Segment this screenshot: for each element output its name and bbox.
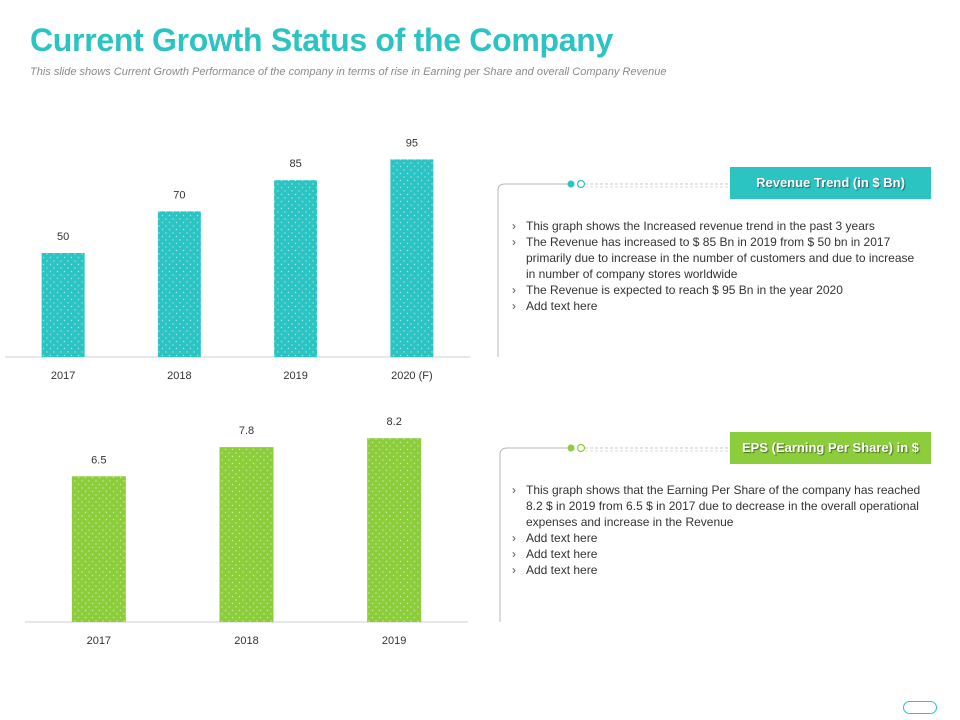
revenue-bar-chart: 50 2017 70 2018 85 2019 95 2020 (F) xyxy=(5,137,470,382)
revenue-value-label: 85 xyxy=(290,158,302,170)
eps-bullet-list: This graph shows that the Earning Per Sh… xyxy=(512,482,922,578)
eps-bar xyxy=(71,476,126,622)
revenue-bar xyxy=(390,159,434,357)
revenue-bullet: The Revenue has increased to $ 85 Bn in … xyxy=(512,234,922,282)
revenue-value-label: 95 xyxy=(406,137,418,149)
revenue-bullet: Add text here xyxy=(512,298,922,314)
eps-value-label: 7.8 xyxy=(239,425,254,437)
revenue-bullet: The Revenue is expected to reach $ 95 Bn… xyxy=(512,282,922,298)
revenue-bar xyxy=(274,180,318,357)
revenue-category-label: 2018 xyxy=(167,370,191,382)
revenue-bullet-list: This graph shows the Increased revenue t… xyxy=(512,218,922,314)
eps-connector xyxy=(499,443,730,622)
eps-value-label: 8.2 xyxy=(387,416,402,428)
revenue-bullet: This graph shows the Increased revenue t… xyxy=(512,218,922,234)
eps-bullet: Add text here xyxy=(512,546,922,562)
eps-category-label: 2017 xyxy=(87,635,111,647)
eps-bullet: Add text here xyxy=(512,562,922,578)
revenue-connector-ring xyxy=(576,179,586,189)
slide-subtitle: This slide shows Current Growth Performa… xyxy=(30,66,667,78)
eps-category-label: 2019 xyxy=(382,635,406,647)
eps-category-label: 2018 xyxy=(234,635,258,647)
eps-value-label: 6.5 xyxy=(91,454,106,466)
slide-nav-button[interactable] xyxy=(903,701,937,714)
eps-legend-box: EPS (Earning Per Share) in $ xyxy=(730,432,931,464)
revenue-category-label: 2020 (F) xyxy=(391,370,433,382)
eps-connector-ring xyxy=(576,443,586,453)
revenue-category-label: 2017 xyxy=(51,370,75,382)
eps-bar xyxy=(367,438,422,622)
eps-bar-chart: 6.5 2017 7.8 2018 8.2 2019 xyxy=(25,416,468,647)
revenue-bar xyxy=(157,211,201,357)
revenue-legend-box: Revenue Trend (in $ Bn) xyxy=(730,167,931,199)
revenue-connector xyxy=(497,179,730,357)
slide-title: Current Growth Status of the Company xyxy=(30,22,613,58)
revenue-connector-dot xyxy=(567,180,575,188)
eps-bullet: Add text here xyxy=(512,530,922,546)
revenue-category-label: 2019 xyxy=(283,370,307,382)
revenue-value-label: 50 xyxy=(57,231,69,243)
eps-connector-dot xyxy=(567,444,575,452)
eps-bullet: This graph shows that the Earning Per Sh… xyxy=(512,482,922,530)
revenue-bar xyxy=(41,253,85,357)
eps-bar xyxy=(219,447,274,622)
revenue-value-label: 70 xyxy=(173,189,185,201)
